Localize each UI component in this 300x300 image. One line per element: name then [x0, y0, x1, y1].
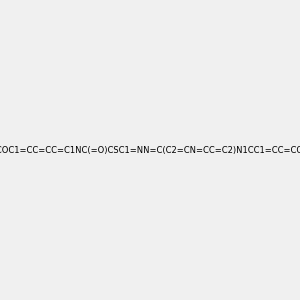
Text: CCOC1=CC=CC=C1NC(=O)CSC1=NN=C(C2=CN=CC=C2)N1CC1=CC=CO1: CCOC1=CC=CC=C1NC(=O)CSC1=NN=C(C2=CN=CC=C…	[0, 146, 300, 154]
